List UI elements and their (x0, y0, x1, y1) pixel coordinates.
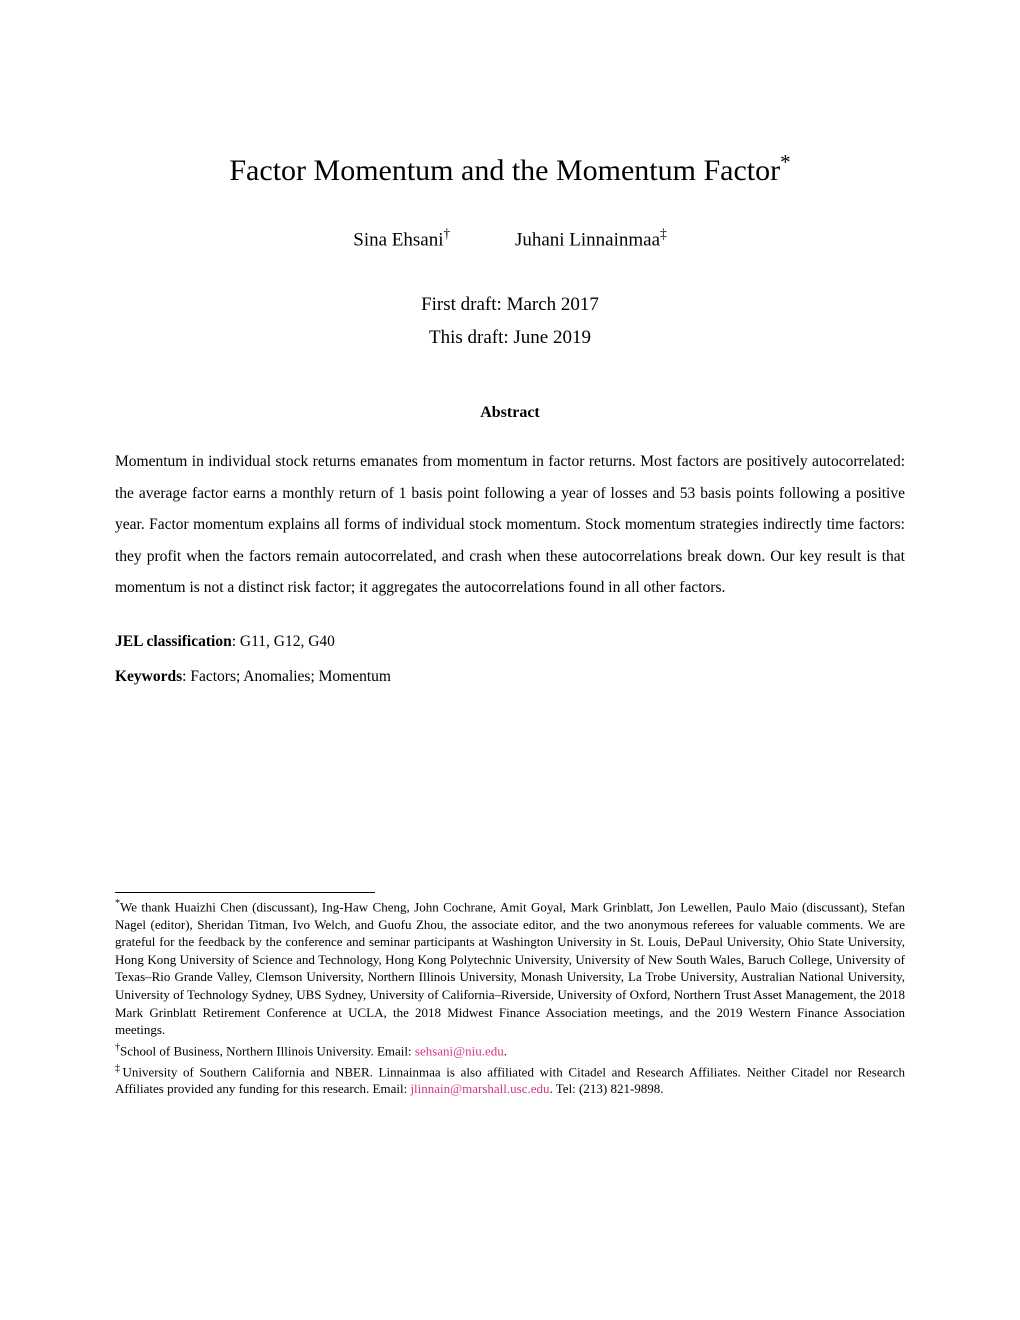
footnote-dagger: †School of Business, Northern Illinois U… (115, 1041, 905, 1060)
abstract-heading: Abstract (115, 404, 905, 422)
footnote-dagger-prefix: School of Business, Northern Illinois Un… (120, 1043, 415, 1058)
authors-line: Sina Ehsani† Juhani Linnainmaa‡ (115, 226, 905, 251)
author-1-mark: † (444, 226, 451, 241)
footnote-star: *We thank Huaizhi Chen (discussant), Ing… (115, 897, 905, 1039)
keywords-value: : Factors; Anomalies; Momentum (182, 668, 391, 685)
footnote-separator (115, 892, 375, 893)
draft-dates: First draft: March 2017 This draft: June… (115, 289, 905, 354)
author-2-name: Juhani Linnainmaa (515, 229, 660, 250)
footnote-ddagger-email[interactable]: jlinnain@marshall.usc.edu (410, 1081, 549, 1096)
author-2: Juhani Linnainmaa‡ (515, 226, 667, 251)
jel-value: : G11, G12, G40 (232, 633, 335, 650)
paper-page: Factor Momentum and the Momentum Factor*… (0, 0, 1020, 1190)
author-1-name: Sina Ehsani (353, 229, 443, 250)
jel-classification: JEL classification: G11, G12, G40 (115, 626, 905, 657)
jel-label: JEL classification (115, 633, 232, 650)
title-text: Factor Momentum and the Momentum Factor (229, 154, 780, 187)
paper-title: Factor Momentum and the Momentum Factor* (115, 150, 905, 188)
footnote-star-text: We thank Huaizhi Chen (discussant), Ing-… (115, 899, 905, 1037)
footnote-dagger-email[interactable]: sehsani@niu.edu (415, 1043, 504, 1058)
footnote-ddagger: ‡University of Southern California and N… (115, 1062, 905, 1098)
author-2-mark: ‡ (660, 226, 667, 241)
footnote-ddagger-suffix: . Tel: (213) 821-9898. (550, 1081, 664, 1096)
first-draft-date: First draft: March 2017 (115, 289, 905, 321)
footnotes-block: *We thank Huaizhi Chen (discussant), Ing… (115, 897, 905, 1098)
keywords-label: Keywords (115, 668, 182, 685)
title-footnote-mark: * (780, 150, 791, 174)
footnote-dagger-suffix: . (504, 1043, 507, 1058)
author-1: Sina Ehsani† (353, 226, 450, 251)
keywords-line: Keywords: Factors; Anomalies; Momentum (115, 661, 905, 692)
this-draft-date: This draft: June 2019 (115, 322, 905, 354)
abstract-body: Momentum in individual stock returns ema… (115, 446, 905, 604)
